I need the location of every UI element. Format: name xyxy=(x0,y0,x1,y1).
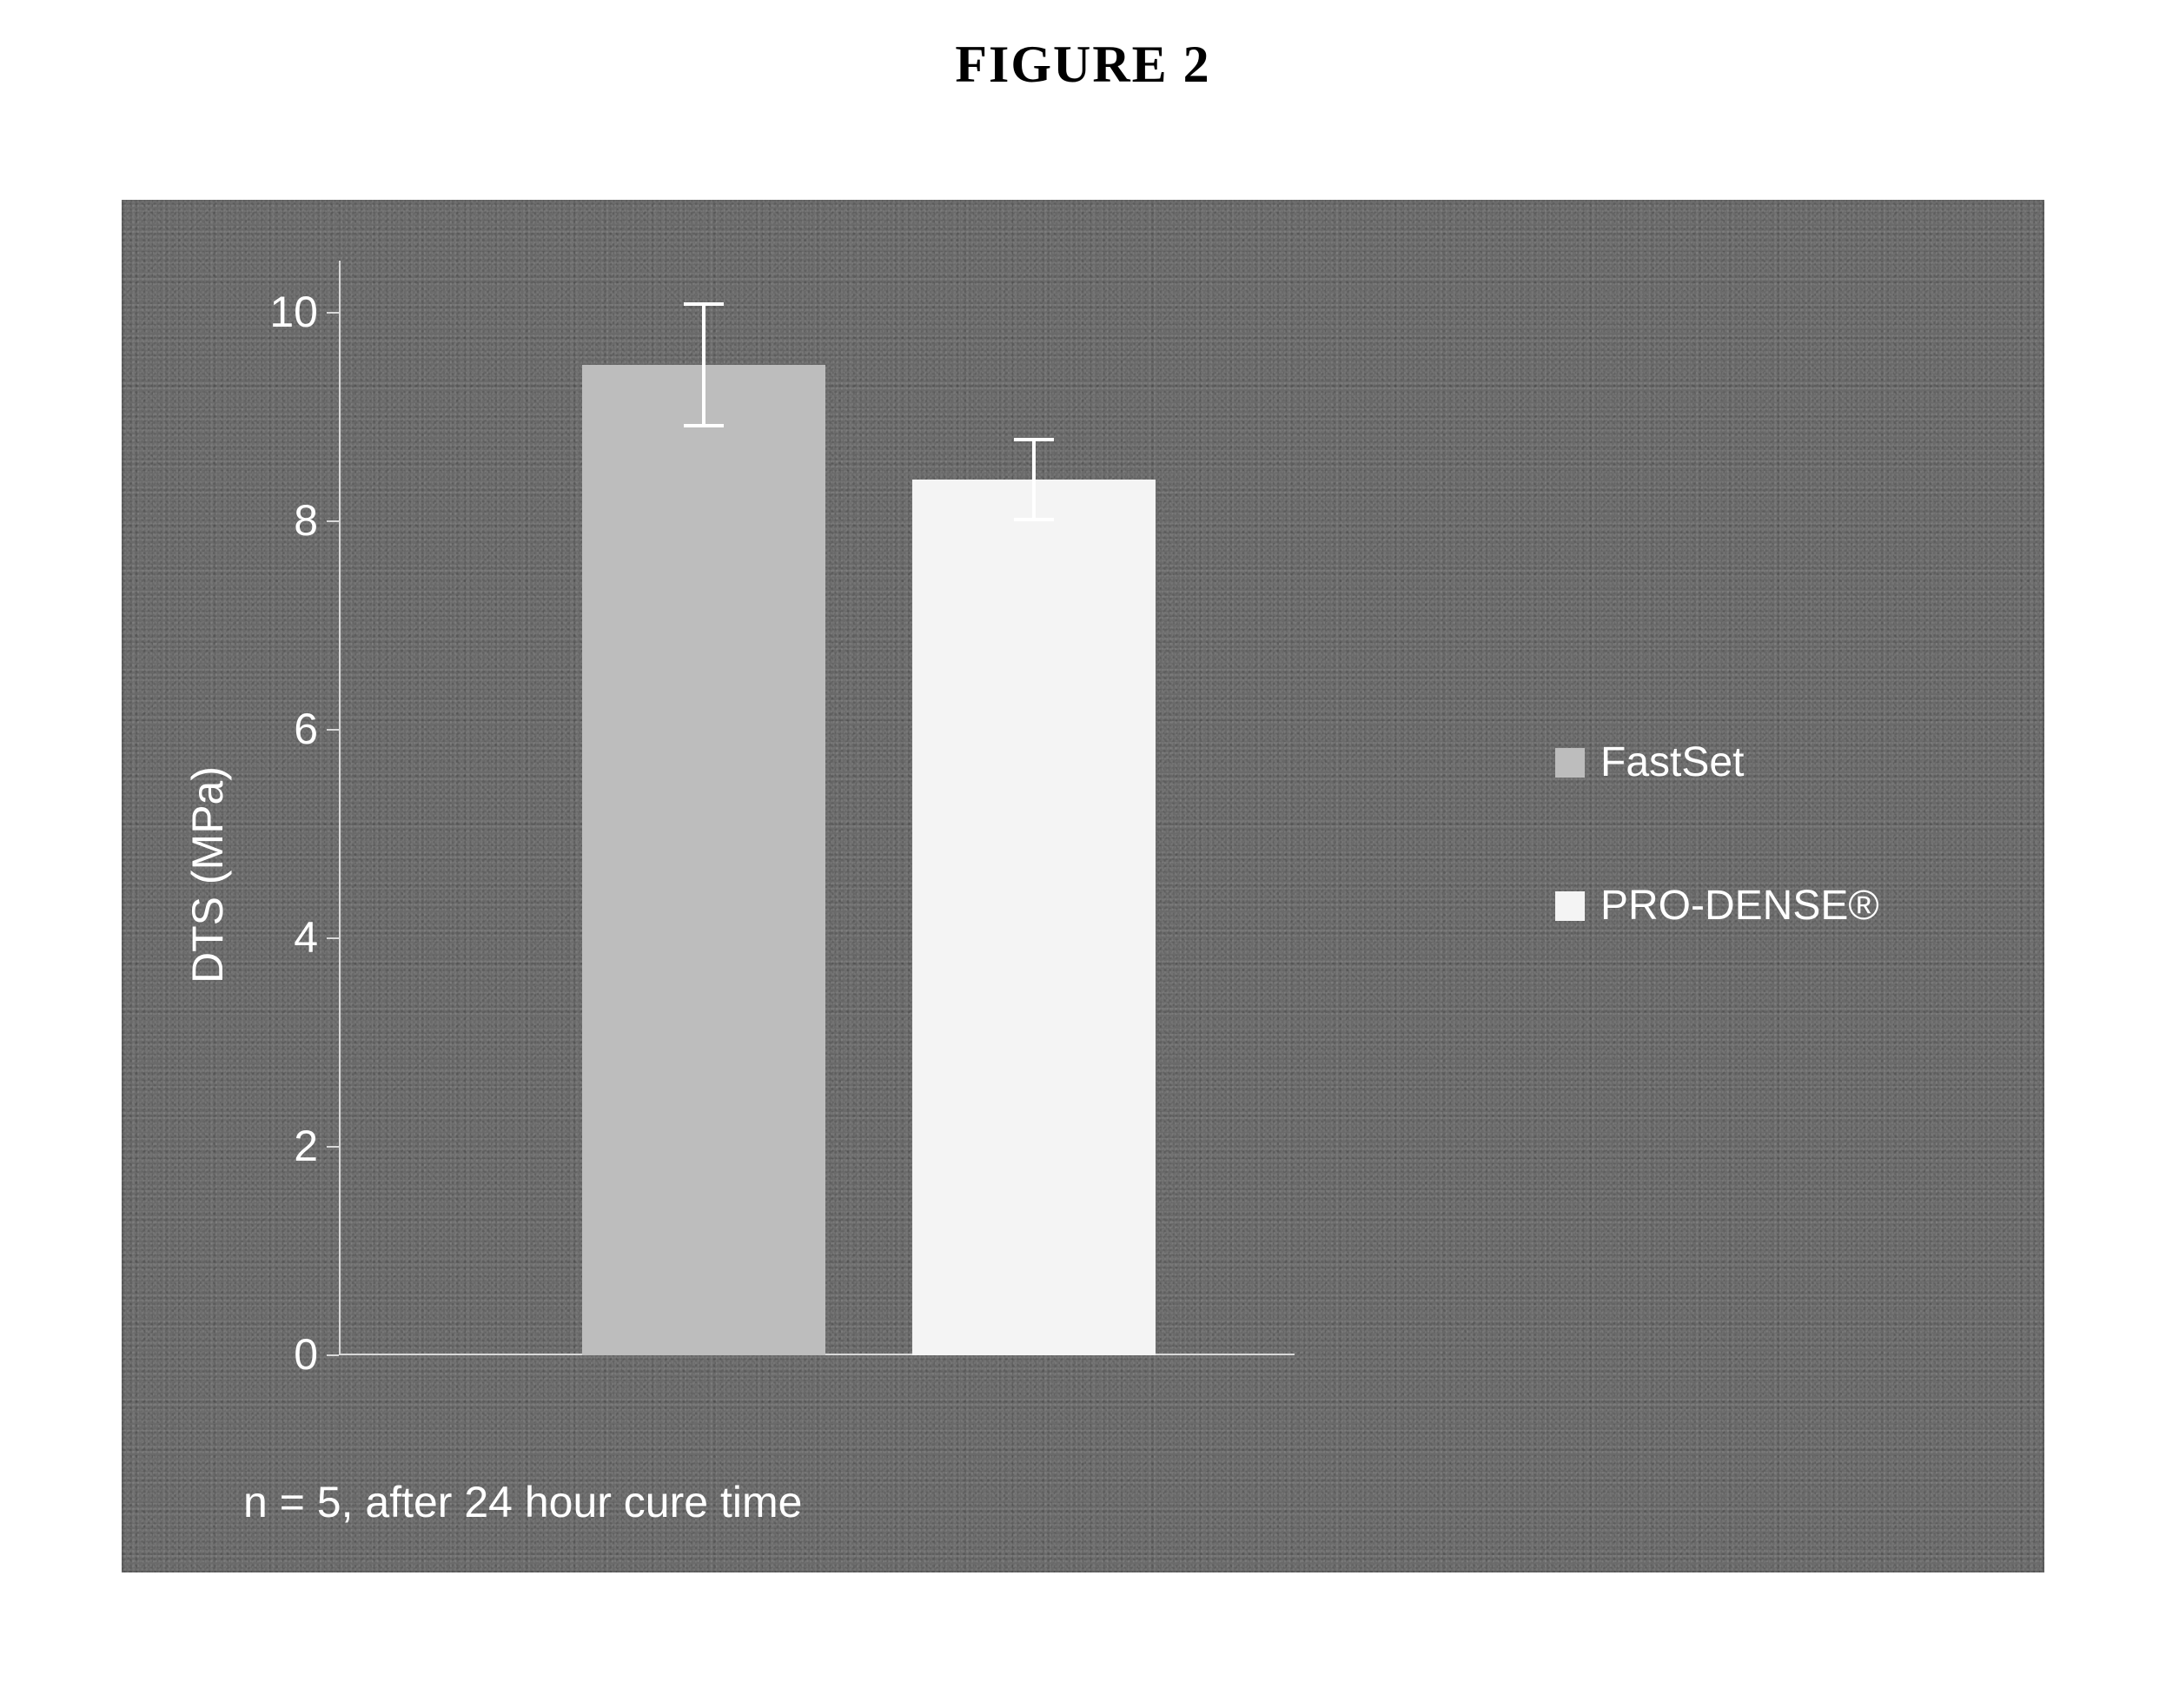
legend-label-fastset: FastSet xyxy=(1600,738,1744,786)
y-tick-mark xyxy=(327,729,339,731)
y-tick-label: 2 xyxy=(243,1121,318,1171)
y-tick-mark xyxy=(327,1354,339,1356)
plot-area: 0246810 xyxy=(339,261,1295,1355)
error-bar xyxy=(1014,438,1054,521)
legend-item-fastset: FastSet xyxy=(1555,738,1879,786)
error-bar xyxy=(684,302,724,427)
chart-panel: 0246810 DTS (MPa) FastSet PRO-DENSE® n =… xyxy=(122,200,2044,1572)
bar-pro-dense- xyxy=(912,480,1156,1355)
legend-item-prodense: PRO-DENSE® xyxy=(1555,882,1879,930)
y-tick-label: 0 xyxy=(243,1329,318,1380)
legend-swatch-prodense xyxy=(1555,891,1585,921)
footnote: n = 5, after 24 hour cure time xyxy=(243,1477,802,1527)
y-tick-mark xyxy=(327,1146,339,1148)
y-tick-label: 8 xyxy=(243,495,318,546)
y-tick-label: 10 xyxy=(243,287,318,337)
y-tick-label: 4 xyxy=(243,912,318,963)
legend-swatch-fastset xyxy=(1555,748,1585,778)
y-axis-title: DTS (MPa) xyxy=(182,766,233,983)
y-tick-mark xyxy=(327,937,339,939)
y-tick-mark xyxy=(327,520,339,522)
y-tick-label: 6 xyxy=(243,704,318,754)
legend-label-prodense: PRO-DENSE® xyxy=(1600,882,1879,930)
legend: FastSet PRO-DENSE® xyxy=(1555,738,1879,930)
y-axis-line xyxy=(339,261,341,1355)
y-tick-mark xyxy=(327,312,339,314)
bar-fastset xyxy=(582,365,825,1355)
page: FIGURE 2 0246810 DTS (MPa) FastSet PRO-D… xyxy=(0,0,2166,1708)
figure-title: FIGURE 2 xyxy=(0,35,2166,95)
